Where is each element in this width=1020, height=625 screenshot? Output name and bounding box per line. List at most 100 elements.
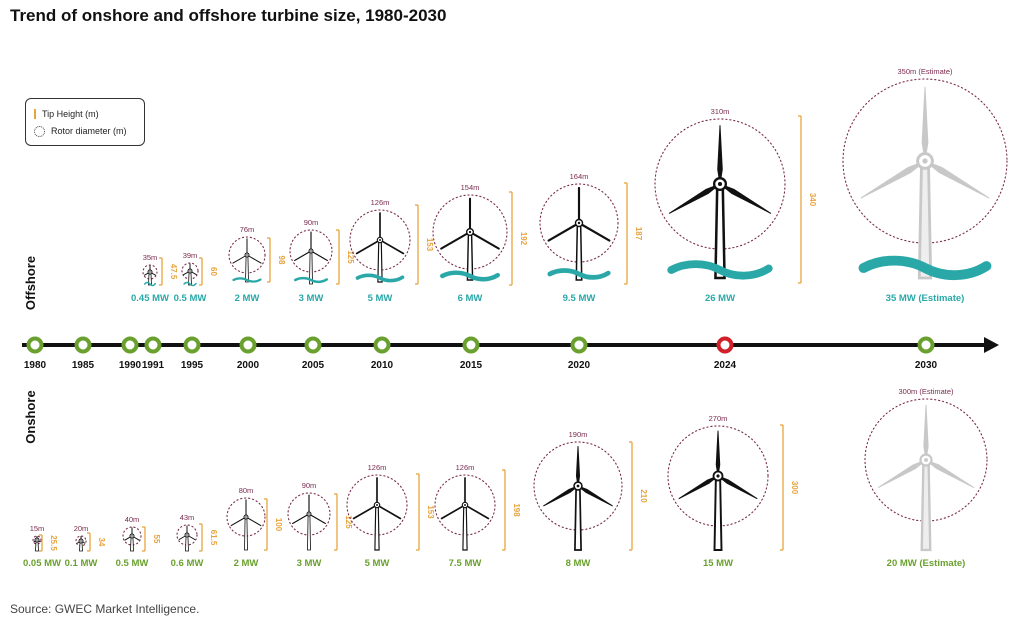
offshore-hub-center-0 — [149, 271, 151, 273]
offshore-capacity-label-6: 9.5 MW — [563, 293, 596, 304]
onshore-rotor-circle-9 — [667, 425, 769, 527]
onshore-hub-center-8 — [576, 484, 580, 488]
onshore-blade-7-2 — [440, 504, 466, 520]
onshore-turbine-8: 190m 210 8 MW — [533, 430, 648, 569]
offshore-hub-center-7 — [717, 181, 723, 187]
legend-tip-height-label: Tip Height (m) — [42, 109, 99, 119]
onshore-blade-6-2 — [352, 504, 378, 520]
onshore-rotor-label-10: 300m (Estimate) — [898, 387, 954, 396]
offshore-rotor-label-1: 39m — [183, 251, 198, 260]
tip-height-icon — [34, 109, 36, 119]
onshore-tip-label-0: 25.5 — [49, 535, 58, 551]
year-label-1991: 1991 — [142, 360, 165, 371]
offshore-blade-3-2 — [294, 250, 312, 262]
onshore-turbine-6: 126m 153 5 MW — [346, 463, 435, 569]
offshore-turbine-4: 126m 153 5 MW — [349, 198, 434, 304]
timeline-node-2030 — [917, 336, 935, 354]
offshore-capacity-label-7: 26 MW — [705, 293, 735, 304]
offshore-turbine-0: 35m 47.5 0.45 MW — [131, 253, 178, 304]
offshore-turbine-5: 154m 192 6 MW — [432, 183, 528, 304]
offshore-rotor-circle-4 — [349, 209, 411, 271]
onshore-turbine-9: 270m 300 15 MW — [667, 414, 799, 569]
offshore-wave-4 — [355, 273, 405, 283]
onshore-capacity-label-5: 3 MW — [297, 558, 322, 569]
legend-tip-height: Tip Height (m) — [34, 108, 99, 120]
onshore-hub-center-6 — [376, 504, 378, 506]
offshore-hub-center-3 — [310, 250, 312, 252]
rotor-diameter-icon — [34, 125, 45, 137]
offshore-capacity-label-1: 0.5 MW — [174, 293, 207, 304]
onshore-rotor-label-1: 20m — [74, 524, 89, 533]
onshore-capacity-label-1: 0.1 MW — [65, 558, 98, 569]
year-label-2000: 2000 — [237, 360, 260, 371]
chart-title: Trend of onshore and offshore turbine si… — [10, 6, 447, 25]
onshore-tip-label-4: 100 — [274, 518, 283, 532]
onshore-tower-7 — [462, 504, 468, 551]
offshore-tip-label-6: 187 — [634, 227, 643, 241]
year-label-2015: 2015 — [460, 360, 483, 371]
offshore-tower-8 — [917, 159, 933, 280]
onshore-capacity-label-6: 5 MW — [365, 558, 390, 569]
offshore-hub-center-6 — [577, 221, 581, 225]
onshore-tower-9 — [713, 475, 723, 551]
onshore-rotor-circle-6 — [346, 474, 408, 536]
legend-rotor-diameter: Rotor diameter (m) — [34, 125, 127, 137]
onshore-tower-8 — [574, 485, 582, 551]
onshore-tower-6 — [374, 504, 380, 551]
offshore-hub-center-5 — [468, 230, 472, 234]
offshore-turbine-8: 350m (Estimate) 35 MW (Estimate) — [842, 67, 1008, 304]
onshore-hub-center-1 — [80, 540, 82, 542]
timeline-node-2010 — [373, 336, 391, 354]
offshore-blade-7-1 — [719, 183, 772, 214]
offshore-hub-center-2 — [246, 254, 248, 256]
timeline-node-1995 — [183, 336, 201, 354]
offshore-wave-1 — [183, 281, 197, 287]
offshore-blade-6-2 — [547, 221, 581, 242]
onshore-capacity-label-7: 7.5 MW — [449, 558, 482, 569]
onshore-rotor-label-9: 270m — [709, 414, 728, 423]
offshore-turbine-3: 90m 125 3 MW — [289, 218, 355, 304]
onshore-tip-label-7: 198 — [512, 503, 521, 517]
onshore-turbine-4: 80m 100 2 MW — [226, 486, 283, 569]
onshore-turbine-10: 300m (Estimate) 20 MW (Estimate) — [864, 387, 988, 569]
onshore-capacity-label-4: 2 MW — [234, 558, 259, 569]
offshore-tip-label-0: 47.5 — [169, 264, 178, 280]
year-label-1995: 1995 — [181, 360, 204, 371]
offshore-capacity-label-5: 6 MW — [458, 293, 483, 304]
onshore-capacity-label-2: 0.5 MW — [116, 558, 149, 569]
offshore-rotor-circle-5 — [432, 194, 508, 270]
onshore-blade-4-1 — [245, 516, 262, 527]
offshore-hub-center-4 — [379, 239, 381, 241]
onshore-rotor-label-6: 126m — [368, 463, 387, 472]
onshore-tower-10 — [920, 458, 932, 552]
onshore-capacity-label-0: 0.05 MW — [23, 558, 61, 569]
onshore-turbine-1: 20m 34 0.1 MW — [65, 524, 106, 569]
timeline-node-2015 — [462, 336, 480, 354]
offshore-blade-6-1 — [577, 221, 611, 242]
onshore-turbine-0: 15m 25.5 0.05 MW — [23, 524, 61, 569]
onshore-tip-label-6: 153 — [426, 505, 435, 519]
offshore-wave-2 — [232, 277, 262, 283]
onshore-blade-10-2 — [877, 459, 927, 488]
year-label-1990: 1990 — [119, 360, 142, 371]
offshore-capacity-label-2: 2 MW — [235, 293, 260, 304]
onshore-blade-10-0 — [923, 404, 929, 461]
onshore-rotor-label-4: 80m — [239, 486, 254, 495]
timeline-node-1980 — [26, 336, 44, 354]
offshore-blade-2-2 — [232, 254, 248, 264]
offshore-blade-3-1 — [310, 250, 328, 262]
offshore-rotor-label-5: 154m — [461, 183, 480, 192]
onshore-hub-center-3 — [186, 534, 188, 536]
onshore-tip-label-8: 210 — [639, 489, 648, 503]
offshore-rotor-label-0: 35m — [143, 253, 158, 262]
year-label-2020: 2020 — [568, 360, 591, 371]
onshore-hub-center-9 — [716, 474, 720, 478]
offshore-rotor-label-4: 126m — [371, 198, 390, 207]
onshore-blade-9-0 — [715, 430, 721, 477]
year-label-2010: 2010 — [371, 360, 394, 371]
offshore-wave-6 — [547, 268, 611, 280]
onshore-blade-8-0 — [575, 445, 581, 487]
legend: Tip Height (m) Rotor diameter (m) — [25, 98, 145, 146]
onshore-capacity-label-8: 8 MW — [566, 558, 591, 569]
